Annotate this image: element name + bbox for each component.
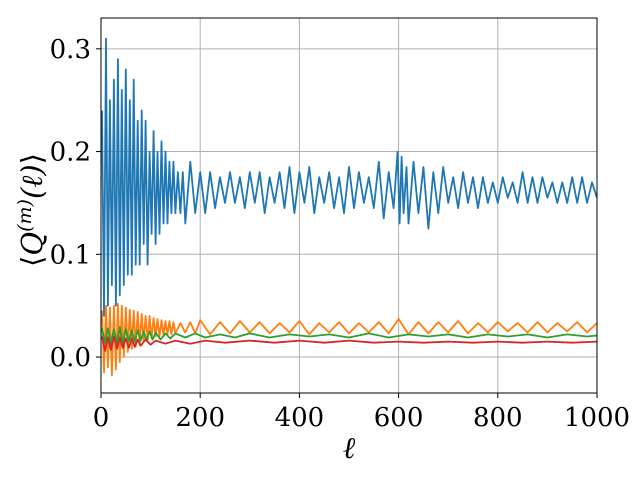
x-tick-label: 400 — [275, 403, 325, 433]
x-tick-label: 600 — [374, 403, 424, 433]
x-tick-label: 800 — [473, 403, 523, 433]
x-tick-label: 200 — [175, 403, 225, 433]
y-label-open: ⟨ — [15, 256, 49, 267]
y-label-q: Q — [15, 232, 49, 256]
y-tick-label: 0.2 — [50, 138, 91, 168]
series-line-4 — [101, 335, 597, 352]
series-line-3 — [101, 326, 597, 345]
y-label-close: ⟩ — [15, 153, 49, 164]
x-tick-label: 1000 — [564, 403, 630, 433]
axis-ticks: 0 200 400 600 800 1000 0.0 0.1 0.2 0.3 — [50, 35, 630, 433]
y-tick-label: 0.3 — [50, 35, 91, 65]
series-group — [101, 37, 597, 377]
y-tick-label: 0.0 — [50, 343, 91, 373]
y-label-superscript: (m) — [14, 199, 36, 232]
x-axis-label: ℓ — [343, 431, 356, 466]
series-line-1 — [101, 37, 597, 317]
y-label-argument: (ℓ) — [15, 164, 49, 199]
x-tick-label: 0 — [93, 403, 110, 433]
plot-frame — [100, 17, 598, 394]
y-tick-label: 0.1 — [50, 240, 91, 270]
y-axis-label: ⟨Q(m)(ℓ)⟩ — [14, 153, 49, 267]
